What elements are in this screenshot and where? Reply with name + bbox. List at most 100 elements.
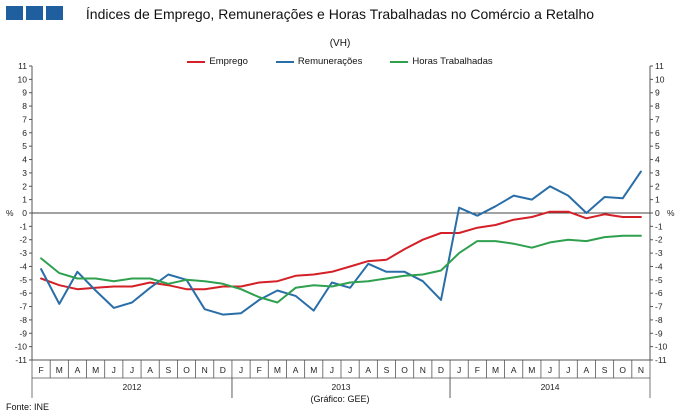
y-tick-label-right: -4 xyxy=(655,261,663,271)
x-tick-label: N xyxy=(420,365,426,375)
x-tick-label: A xyxy=(365,365,371,375)
y-tick-label-left: -1 xyxy=(19,221,27,231)
y-tick-label-right: -10 xyxy=(655,342,668,352)
x-tick-label: J xyxy=(348,365,352,375)
y-tick-label-left: 11 xyxy=(18,61,27,71)
chart-title: Índices de Emprego, Remunerações e Horas… xyxy=(85,6,595,22)
x-tick-label: F xyxy=(475,365,480,375)
x-tick-label: F xyxy=(257,365,262,375)
y-tick-label-left: -10 xyxy=(15,342,28,352)
y-tick-label-left: 5 xyxy=(22,141,27,151)
x-tick-label: J xyxy=(457,365,461,375)
x-tick-label: M xyxy=(528,365,535,375)
y-tick-label-left: 6 xyxy=(22,128,27,138)
year-label: 2012 xyxy=(123,382,142,392)
logo xyxy=(6,6,63,20)
legend-item-remuneracoes: Remunerações xyxy=(275,56,363,67)
x-tick-label: S xyxy=(165,365,171,375)
y-tick-label-right: -8 xyxy=(655,315,663,325)
x-tick-label: N xyxy=(202,365,208,375)
y-tick-label-right: -5 xyxy=(655,275,663,285)
y-tick-label-left: 3 xyxy=(22,168,27,178)
y-tick-label-right: 9 xyxy=(655,88,660,98)
y-tick-label-right: 8 xyxy=(655,101,660,111)
y-axis-unit-right: % xyxy=(667,208,675,218)
x-tick-label: J xyxy=(112,365,116,375)
y-tick-label-right: 6 xyxy=(655,128,660,138)
x-tick-label: A xyxy=(75,365,81,375)
legend-label-remuneracoes: Remunerações xyxy=(297,56,363,67)
y-tick-label-right: 11 xyxy=(655,61,664,71)
y-tick-label-right: -2 xyxy=(655,235,663,245)
y-tick-label-right: 7 xyxy=(655,114,660,124)
y-tick-label-right: -1 xyxy=(655,221,663,231)
legend-swatch-remuneracoes xyxy=(275,60,294,63)
y-tick-label-right: -9 xyxy=(655,328,663,338)
y-tick-label-left: 4 xyxy=(22,155,27,165)
legend-item-horas: Horas Trabalhadas xyxy=(390,56,493,67)
legend-label-horas: Horas Trabalhadas xyxy=(412,56,493,67)
y-tick-label-right: 2 xyxy=(655,181,660,191)
y-tick-label-left: 9 xyxy=(22,88,27,98)
y-tick-label-right: -6 xyxy=(655,288,663,298)
legend-swatch-emprego xyxy=(187,60,206,63)
x-tick-label: O xyxy=(619,365,626,375)
y-tick-label-left: -2 xyxy=(19,235,27,245)
y-tick-label-left: -6 xyxy=(19,288,27,298)
x-tick-label: A xyxy=(584,365,590,375)
legend-label-emprego: Emprego xyxy=(209,56,248,67)
series-line-horas-trabalhadas xyxy=(40,234,642,304)
x-tick-label: S xyxy=(602,365,608,375)
y-tick-label-left: -11 xyxy=(15,355,27,365)
x-tick-label: M xyxy=(492,365,499,375)
y-tick-label-left: 10 xyxy=(18,74,28,84)
y-tick-label-left: 8 xyxy=(22,101,27,111)
x-tick-label: D xyxy=(220,365,226,375)
y-tick-label-left: -4 xyxy=(19,261,27,271)
logo-block-3 xyxy=(46,6,63,20)
y-tick-label-left: -5 xyxy=(19,275,27,285)
x-tick-label: A xyxy=(293,365,299,375)
logo-block-2 xyxy=(26,6,43,20)
x-tick-label: J xyxy=(330,365,334,375)
source-note: Fonte: INE xyxy=(6,402,50,412)
x-tick-label: M xyxy=(92,365,99,375)
y-tick-label-right: -3 xyxy=(655,248,663,258)
x-tick-label: M xyxy=(56,365,63,375)
logo-block-1 xyxy=(6,6,23,20)
legend-swatch-horas xyxy=(390,60,409,63)
y-tick-label-right: 0 xyxy=(655,208,660,218)
legend-item-emprego: Emprego xyxy=(187,56,248,67)
year-label: 2014 xyxy=(541,382,560,392)
x-tick-label: A xyxy=(511,365,517,375)
x-tick-label: J xyxy=(239,365,243,375)
y-tick-label-left: -7 xyxy=(19,302,27,312)
y-tick-label-right: -11 xyxy=(655,355,667,365)
y-tick-label-left: 2 xyxy=(22,181,27,191)
x-tick-label: S xyxy=(384,365,390,375)
x-tick-label: F xyxy=(38,365,43,375)
x-tick-label: J xyxy=(566,365,570,375)
x-tick-label: O xyxy=(401,365,408,375)
year-label: 2013 xyxy=(332,382,351,392)
x-tick-label: N xyxy=(638,365,644,375)
y-tick-label-left: -9 xyxy=(19,328,27,338)
y-tick-label-right: 1 xyxy=(655,195,660,205)
y-tick-label-left: -3 xyxy=(19,248,27,258)
x-tick-label: J xyxy=(130,365,134,375)
y-tick-label-left: 1 xyxy=(22,195,27,205)
chart-subtitle: (VH) xyxy=(329,38,351,49)
x-tick-label: A xyxy=(147,365,153,375)
x-tick-label: J xyxy=(548,365,552,375)
x-tick-label: M xyxy=(310,365,317,375)
series-line-emprego xyxy=(40,210,642,291)
y-tick-label-right: 3 xyxy=(655,168,660,178)
x-tick-label: O xyxy=(183,365,190,375)
y-tick-label-right: 4 xyxy=(655,155,660,165)
y-tick-label-right: 5 xyxy=(655,141,660,151)
chart-credit: (Gráfico: GEE) xyxy=(310,394,370,404)
x-tick-label: D xyxy=(438,365,444,375)
y-tick-label-left: 0 xyxy=(22,208,27,218)
y-tick-label-right: 10 xyxy=(655,74,665,84)
